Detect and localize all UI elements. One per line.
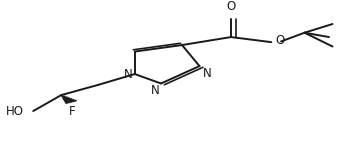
Text: N: N — [203, 67, 212, 80]
Text: F: F — [69, 105, 75, 117]
Text: O: O — [275, 34, 285, 47]
Text: N: N — [150, 84, 159, 97]
Text: O: O — [226, 0, 236, 13]
Text: HO: HO — [6, 105, 24, 117]
Text: N: N — [124, 68, 133, 80]
